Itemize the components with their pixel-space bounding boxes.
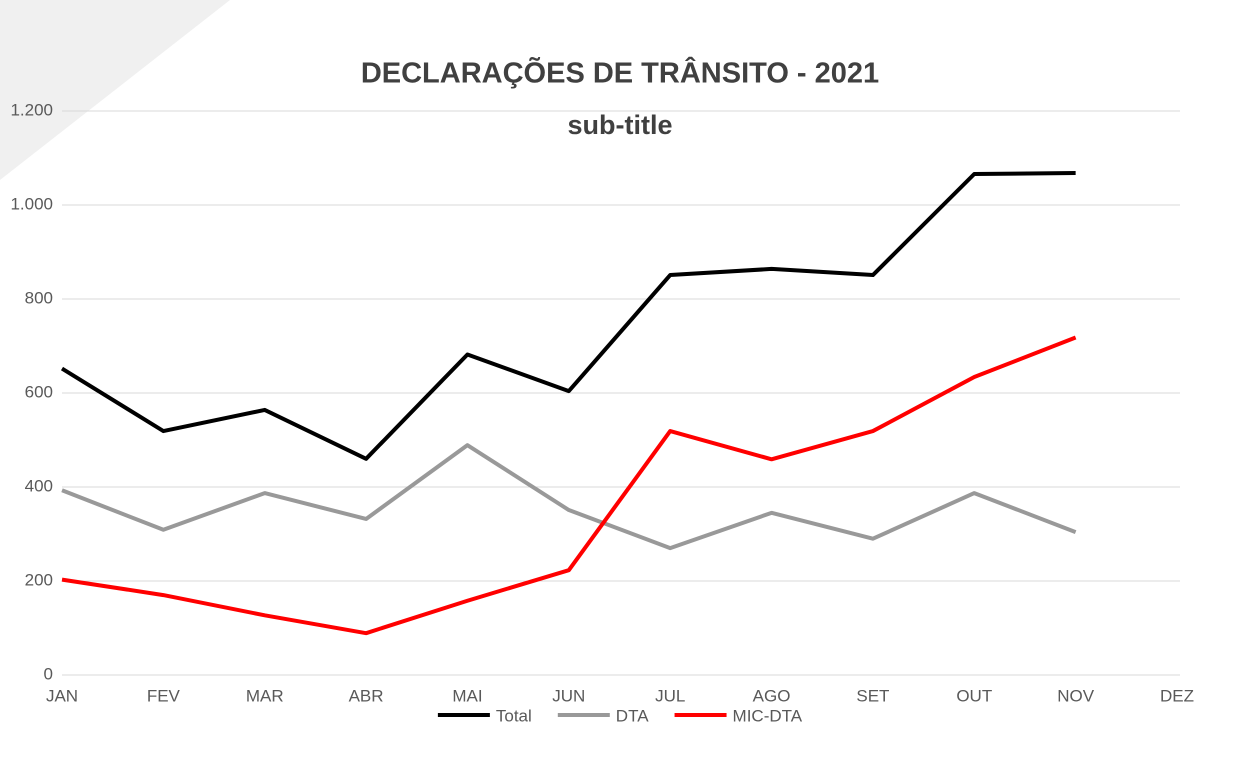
series-line xyxy=(61,443,1077,551)
y-tick-label: 1.000 xyxy=(10,194,53,213)
x-tick-label: DEZ xyxy=(1160,686,1194,705)
legend-label: DTA xyxy=(616,706,649,725)
chart-subtitle: sub-title xyxy=(568,110,673,140)
x-tick-label: MAR xyxy=(246,686,284,705)
x-tick-label: JAN xyxy=(46,686,78,705)
x-tick-label: ABR xyxy=(349,686,384,705)
y-tick-label: 800 xyxy=(25,288,53,307)
series-line xyxy=(60,171,1076,461)
y-tick-label: 600 xyxy=(25,382,53,401)
y-tick-label: 1.200 xyxy=(10,100,53,119)
legend-label: Total xyxy=(496,706,532,725)
series-line xyxy=(61,335,1077,636)
y-tick-label: 400 xyxy=(25,476,53,495)
legend-label: MIC-DTA xyxy=(733,706,803,725)
decoration xyxy=(0,0,230,180)
x-tick-label: NOV xyxy=(1057,686,1095,705)
x-tick-label: AGO xyxy=(753,686,791,705)
x-tick-label: MAI xyxy=(452,686,482,705)
x-tick-label: JUL xyxy=(655,686,685,705)
y-tick-label: 200 xyxy=(25,570,53,589)
y-tick-label: 0 xyxy=(44,664,53,683)
x-tick-label: OUT xyxy=(956,686,992,705)
x-tick-label: SET xyxy=(856,686,889,705)
chart-title: DECLARAÇÕES DE TRÂNSITO - 2021 xyxy=(361,56,879,90)
x-tick-label: JUN xyxy=(552,686,585,705)
x-tick-label: FEV xyxy=(147,686,181,705)
